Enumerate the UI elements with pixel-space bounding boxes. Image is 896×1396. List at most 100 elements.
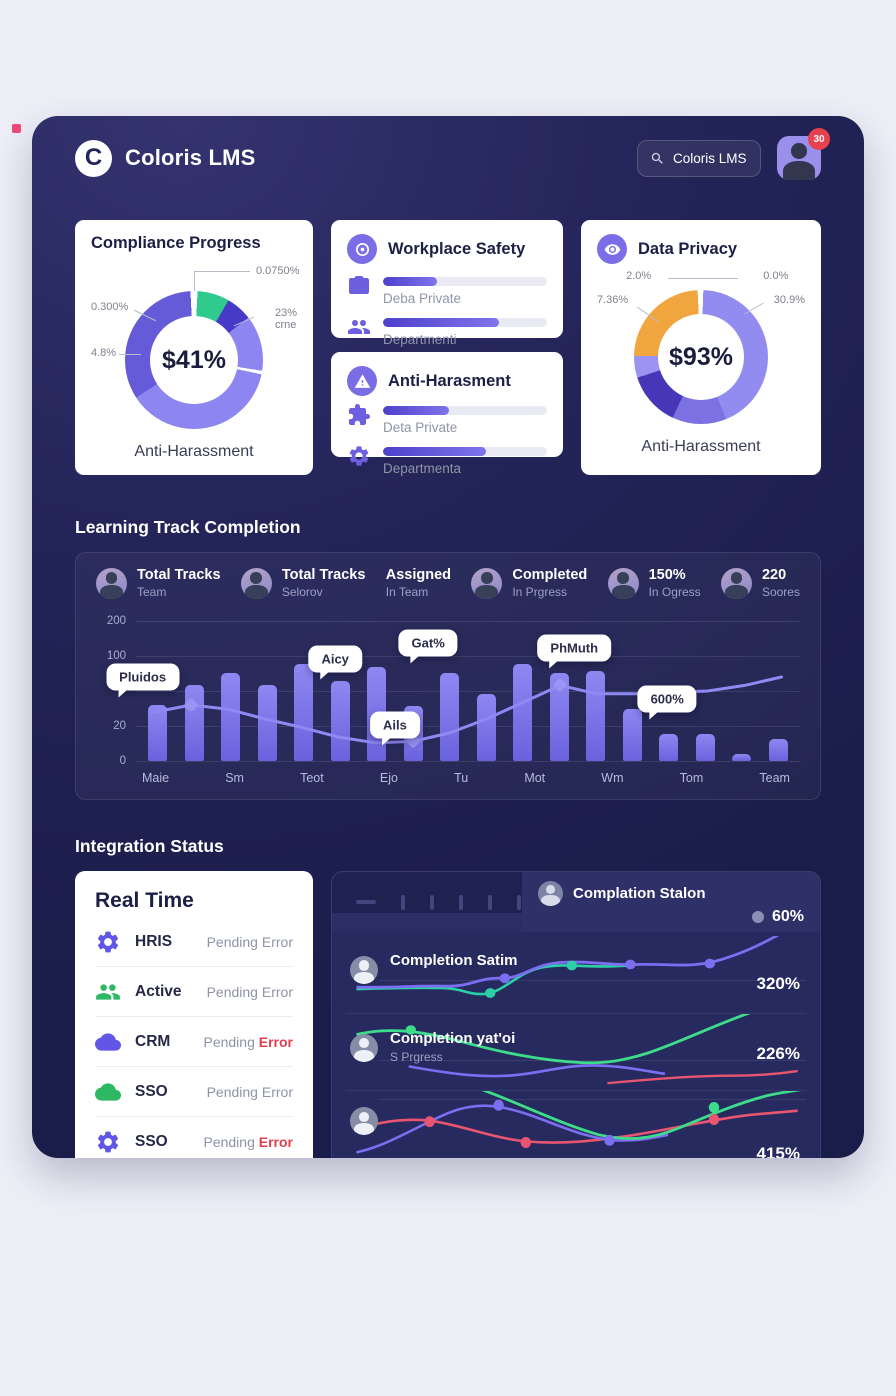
gear-icon (95, 929, 121, 955)
stat-avatar (471, 567, 503, 599)
integration-row[interactable]: CRM Pending Error (95, 1017, 293, 1067)
data-privacy-center-value: $93% (669, 342, 733, 371)
compliance-footer-label: Anti-Harassment (134, 443, 254, 460)
x-axis-label: Ejo (379, 771, 398, 785)
stat-avatar (720, 567, 752, 599)
group-icon (95, 979, 121, 1005)
integration-status: Pending Error (206, 1083, 293, 1100)
integration-status: Pending Error (206, 933, 293, 950)
stat-label: Selorov (281, 585, 323, 599)
monitor-row-value: 320% (756, 974, 800, 993)
bar-chart-plot: Pluidos Aicy Gat% Ails PhMuth 600% (106, 621, 800, 762)
chart-tooltip: Aicy (308, 645, 362, 680)
monitor-row-value: 226% (756, 1043, 800, 1063)
x-axis-label: Tom (679, 771, 704, 785)
progress-label: Deta Private (383, 420, 458, 435)
integration-name: CRM (135, 1032, 171, 1050)
bar (622, 709, 642, 761)
learning-section-title: Learning Track Completion (75, 517, 301, 537)
stat-value: Total Tracks (281, 567, 366, 583)
compliance-callout-left-top: 0.300% (91, 301, 129, 313)
tick-icon (430, 894, 434, 910)
data-privacy-title: Data Privacy (638, 239, 738, 258)
progress-track (383, 447, 547, 456)
progress-label: Departmenti (383, 332, 457, 347)
bar (476, 693, 496, 761)
progress-fill (383, 318, 500, 327)
bar (732, 754, 752, 761)
bar-chart-y-axis: 200 100 20 0 (106, 615, 126, 767)
group-icon (347, 315, 371, 339)
search-box[interactable] (637, 139, 761, 177)
learning-stat-item: 150% In Ogress (607, 567, 701, 599)
tick-icon (401, 894, 405, 910)
monitor-toolbar (332, 872, 522, 932)
progress-track (383, 318, 547, 327)
integration-name: SSO (135, 1133, 168, 1150)
monitor-row-title: Completion Satim (390, 952, 518, 969)
integration-row[interactable]: HRIS Pending Error (95, 917, 293, 967)
monitor-header: Complation Stalon 60% (332, 872, 820, 932)
stat-value: 150% (648, 567, 686, 583)
completion-satim-chart (346, 936, 806, 998)
anti-harasment-title: Anti-Harasment (388, 371, 511, 390)
logo-letter: C (84, 144, 103, 171)
compliance-center-value: $41% (162, 345, 226, 374)
integration-row[interactable]: SSO Pending Error (95, 1117, 293, 1158)
stat-avatar (240, 567, 272, 599)
compliance-callout-right: 23% crne (274, 307, 297, 331)
chart-tooltip: Pluidos (106, 663, 180, 698)
user-avatar[interactable]: 30 (777, 128, 830, 180)
integration-name: Active (135, 982, 182, 1000)
bar (440, 672, 460, 761)
learning-stat-item: Total Tracks Team (96, 567, 221, 599)
monitor-row-title: Completion yat'oi (390, 1029, 516, 1047)
privacy-callout-top-left: 2.0% (626, 270, 652, 282)
data-privacy-footer-label: Anti-Harassment (641, 438, 761, 455)
x-axis-label: Mot (524, 771, 546, 785)
app-logo: C (75, 139, 112, 177)
monitor-row-1: Completion Satim 320% (346, 936, 806, 1014)
bar (695, 734, 715, 761)
real-time-title: Real Time (95, 889, 194, 912)
app-header: C Coloris LMS 30 (75, 128, 830, 182)
progress-fill (383, 406, 449, 415)
bar-chart-x-axis: Maie Sm Teot Ejo Tu Mot Wm Tom Team (142, 771, 790, 785)
data-privacy-card: Data Privacy $93% 2.0% 0.0% 7.36% 30.9% … (581, 220, 821, 475)
puzzle-icon (347, 403, 371, 427)
dash-icon (356, 900, 376, 904)
chart-tooltip: Gat% (398, 629, 458, 664)
data-privacy-donut-chart: $93% 2.0% 0.0% 7.36% 30.9% (597, 270, 805, 432)
stat-label: Team (137, 585, 167, 599)
bar (513, 664, 533, 761)
learning-panel: Total Tracks Team Total Tracks Selorov A… (75, 552, 821, 800)
chart-tooltip: 600% (637, 685, 697, 720)
bar (257, 685, 277, 761)
x-axis-label: Teot (300, 771, 324, 785)
privacy-callout-top-right: 0.0% (763, 270, 789, 282)
search-input[interactable] (673, 150, 748, 166)
privacy-callout-right: 30.9% (773, 294, 805, 306)
integration-row[interactable]: Active Pending Error (95, 967, 293, 1017)
progress-fill (383, 447, 487, 456)
search-icon (651, 152, 663, 164)
completion-yatoi-chart (346, 1014, 806, 1091)
learning-bar-chart: 200 100 20 0 Pluidos Aicy Gat% Ails PhMuth 600% (96, 615, 800, 767)
x-axis-label: Wm (601, 771, 624, 785)
stat-value: Completed (512, 567, 588, 583)
bar (148, 705, 167, 761)
integration-status: Pending Error (206, 983, 293, 1000)
chart-tooltip: Ails (370, 711, 420, 746)
learning-stat-item: Assigned In Team (386, 567, 451, 599)
integration-status: Pending Error (203, 1033, 293, 1050)
bar (221, 672, 241, 761)
integration-row[interactable]: SSO Pending Error (95, 1067, 293, 1117)
integration-section-title: Integration Status (75, 836, 224, 856)
completion-monitor-panel: Complation Stalon 60% (331, 871, 821, 1158)
learning-stat-item: Completed In Prgress (471, 567, 587, 599)
stat-value: 220 (761, 567, 787, 583)
stat-value: Assigned (385, 567, 452, 583)
status-dot-icon (751, 911, 764, 923)
learning-stat-item: Total Tracks Selorov (240, 567, 366, 599)
integration-name: HRIS (135, 932, 173, 950)
